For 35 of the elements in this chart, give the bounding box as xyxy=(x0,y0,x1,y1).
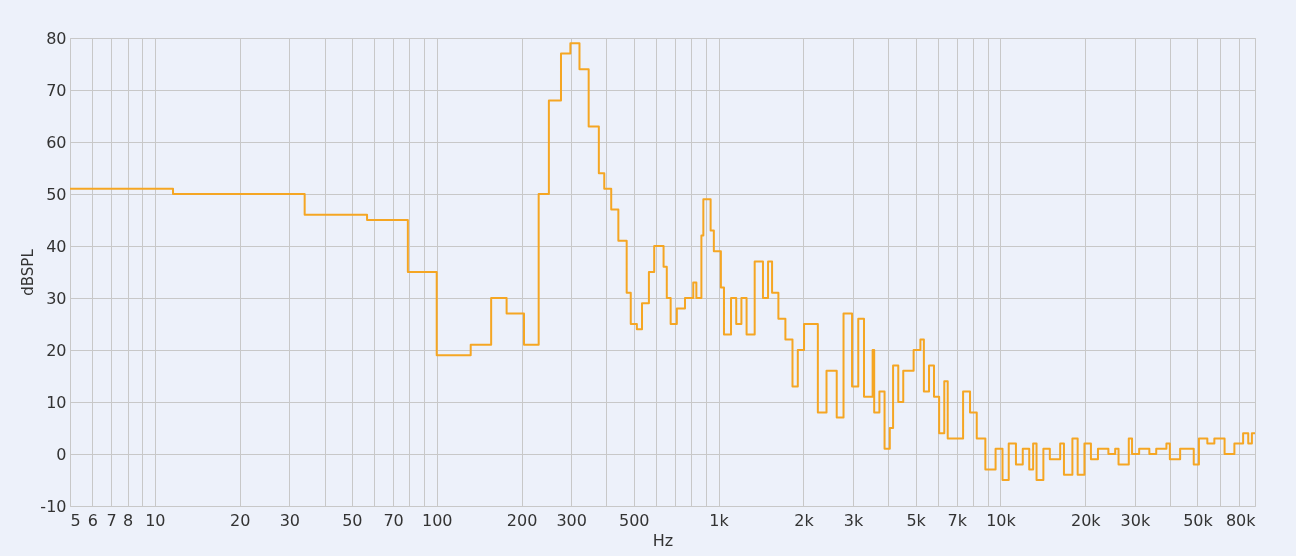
y-tick-label: 60 xyxy=(46,132,67,152)
x-tick-label: 30k xyxy=(1120,510,1151,530)
y-tick-label: 50 xyxy=(46,184,67,204)
y-tick-label: 80 xyxy=(46,28,67,48)
y-axis-title: dBSPL xyxy=(19,248,38,296)
x-tick-label: 5 xyxy=(70,510,81,530)
x-axis-title: Hz xyxy=(652,530,674,550)
y-tick-label: 20 xyxy=(46,340,67,360)
x-tick-label: 100 xyxy=(421,510,453,530)
x-tick-label: 1k xyxy=(709,510,730,530)
x-tick-label: 20k xyxy=(1070,510,1102,530)
x-tick-label: 5k xyxy=(906,510,927,530)
x-tick-label: 10k xyxy=(986,510,1017,530)
x-tick-label: 500 xyxy=(618,510,650,530)
x-tick-label: 2k xyxy=(794,510,815,530)
x-tick-label: 3k xyxy=(843,510,865,530)
y-tick-label: 30 xyxy=(46,288,67,308)
x-tick-label: 30 xyxy=(279,510,301,530)
y-tick-label: 10 xyxy=(46,392,67,412)
x-tick-label: 200 xyxy=(506,510,538,530)
y-tick-label: 70 xyxy=(46,80,67,100)
x-tick-label: 70 xyxy=(383,510,404,530)
x-tick-label: 20 xyxy=(230,510,251,530)
x-tick-label: 50 xyxy=(342,510,363,530)
x-tick-label: 300 xyxy=(556,510,587,530)
x-tick-label: 80k xyxy=(1225,510,1257,530)
y-tick-label: -10 xyxy=(40,496,67,516)
x-tick-label: 50k xyxy=(1183,510,1214,530)
y-tick-label: 0 xyxy=(56,444,67,464)
x-tick-label: 6 xyxy=(87,510,98,530)
x-tick-label: 8 xyxy=(122,510,134,530)
y-tick-label: 40 xyxy=(46,236,67,256)
x-tick-label: 7 xyxy=(106,510,117,530)
x-tick-label: 10 xyxy=(145,510,166,530)
x-tick-label: 7k xyxy=(947,510,968,530)
